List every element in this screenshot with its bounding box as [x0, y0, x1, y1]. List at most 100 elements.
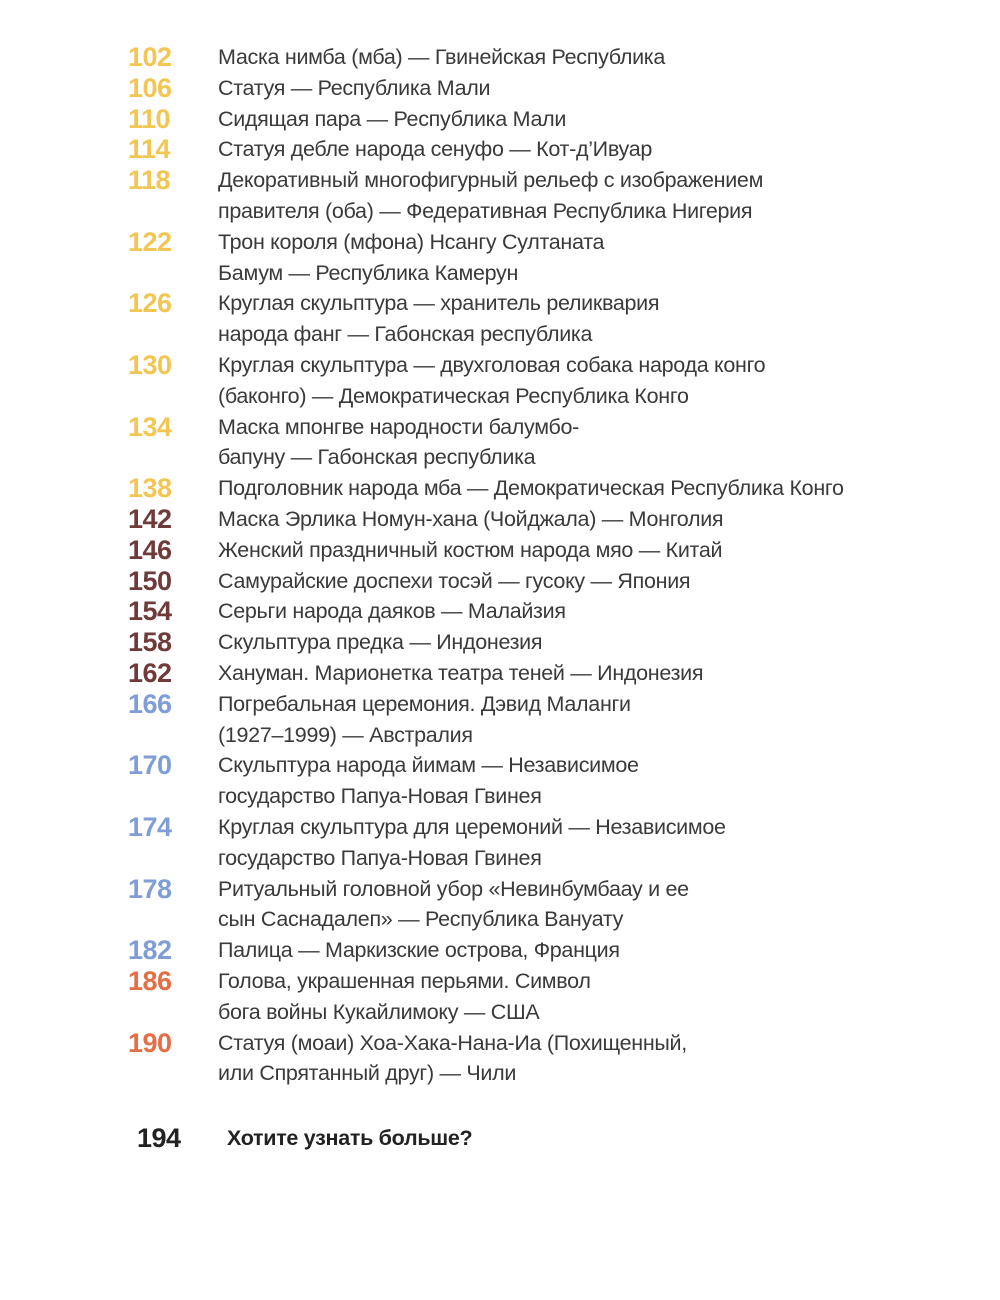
page-number: 146 — [128, 534, 172, 565]
page-number: 106 — [128, 72, 172, 103]
entry-title: Ритуальный головной убор «Невинбумбаау и… — [218, 874, 689, 936]
toc-entry: 134 Маска мпонгве народности балумбо-бапу… — [128, 412, 948, 474]
entry-title-line: Погребальная церемония. Дэвид Маланги — [218, 691, 631, 716]
page-number: 178 — [128, 873, 172, 904]
toc-entry: 174 Круглая скульптура для церемоний — Не… — [128, 812, 948, 874]
page-number: 118 — [128, 165, 171, 196]
entry-title-line: правителя (оба) — Федеративная Республик… — [218, 198, 753, 223]
page-number: 122 — [128, 226, 172, 257]
entry-title: Погребальная церемония. Дэвид Маланги (19… — [218, 689, 631, 751]
entry-title-line: Круглая скульптура для церемоний — Незав… — [218, 814, 726, 839]
entry-title-line: Ритуальный головной убор «Невинбумбаау и… — [218, 876, 689, 901]
entry-title: Маска Эрлика Номун-хана (Чойджала) — Мон… — [218, 504, 724, 535]
entry-title-line: Статуя дебле народа сенуфо — Кот-д’Ивуар — [218, 137, 653, 162]
toc-entry: 142 Маска Эрлика Номун-хана (Чойджала) — … — [128, 504, 948, 535]
entry-title-line: Маска мпонгве народности балумбо- — [218, 414, 580, 439]
page-number: 162 — [128, 657, 172, 688]
entry-title-line: Самурайские доспехи тосэй — гусоку — Япо… — [218, 568, 691, 593]
entry-title: Женский праздничный костюм народа мяо — … — [218, 535, 723, 566]
entry-title-line: Статуя — Республика Мали — [218, 75, 491, 100]
entry-title-line: Декоративный многофигурный рельеф с изоб… — [218, 168, 764, 193]
entry-title: Статуя — Республика Мали — [218, 73, 491, 104]
entry-title-line: Скульптура народа йимам — Независимое — [218, 753, 639, 778]
entry-title-line: государство Папуа-Новая Гвинея — [218, 845, 542, 870]
entry-title: Подголовник народа мба — Демократическая… — [218, 473, 844, 504]
page-number: 174 — [128, 811, 172, 842]
entry-title-line: Женский праздничный костюм народа мяо — … — [218, 537, 723, 562]
toc-entry: 102 Маска нимба (мба) — Гвинейская Респуб… — [128, 42, 948, 73]
toc-entry: 146 Женский праздничный костюм народа мяо… — [128, 535, 948, 566]
toc-entry: 186 Голова, украшенная перьями. Символ бог… — [128, 966, 948, 1028]
entry-title-line: Палица — Маркизские острова, Франция — [218, 938, 620, 963]
entry-title-line: Бамум — Республика Камерун — [218, 260, 519, 285]
entry-title-line: Круглая скульптура — хранитель реликвари… — [218, 291, 660, 316]
entry-title: Статуя (моаи) Хоа-Хака-Нана-Иа (Похищенн… — [218, 1028, 687, 1090]
page-number: 138 — [128, 473, 172, 504]
entry-title: Маска мпонгве народности балумбо-бапуну … — [218, 412, 579, 474]
page-number: 150 — [128, 565, 172, 596]
toc-entry: 114 Статуя дебле народа сенуфо — Кот-д’Ив… — [128, 134, 948, 165]
entry-title-line: государство Папуа-Новая Гвинея — [218, 784, 542, 809]
entry-title: Декоративный многофигурный рельеф с изоб… — [218, 165, 763, 227]
entry-title-line: народа фанг — Габонская республика — [218, 322, 593, 347]
toc-entry: 110 Сидящая пара — Республика Мали — [128, 104, 948, 135]
entry-title: Круглая скульптура — хранитель реликвари… — [218, 288, 660, 350]
entry-title: Хануман. Марионетка театра теней — Индон… — [218, 658, 703, 689]
entry-title-line: бапуну — Габонская республика — [218, 445, 536, 470]
entry-title: Круглая скульптура — двухголовая собака … — [218, 350, 766, 412]
toc-entry: 154 Серьги народа даяков — Малайзия — [128, 596, 948, 627]
entry-title-line: Подголовник народа мба — Демократическая… — [218, 476, 844, 501]
toc-entry: 158 Скульптура предка — Индонезия — [128, 627, 948, 658]
entry-title-line: Маска Эрлика Номун-хана (Чойджала) — Мон… — [218, 506, 724, 531]
toc-entry: 126 Круглая скульптура — хранитель реликв… — [128, 288, 948, 350]
page-number: 142 — [128, 503, 172, 534]
entry-title: Маска нимба (мба) — Гвинейская Республик… — [218, 42, 665, 73]
toc-entry: 170 Скульптура народа йимам — Независимое… — [128, 750, 948, 812]
page-number: 114 — [128, 134, 171, 165]
toc-entry-final: 194 Хотите узнать больше? — [137, 1123, 473, 1154]
page-number: 158 — [128, 627, 172, 658]
page-number: 182 — [128, 935, 172, 966]
entry-title-line: Серьги народа даяков — Малайзия — [218, 599, 566, 624]
page-number: 166 — [128, 688, 172, 719]
toc-entry: 162 Хануман. Марионетка театра теней — Ин… — [128, 658, 948, 689]
page-number: 170 — [128, 750, 172, 781]
table-of-contents: 102 Маска нимба (мба) — Гвинейская Респуб… — [128, 42, 948, 1089]
entry-title-line: (1927–1999) — Австралия — [218, 722, 473, 747]
toc-entry: 166 Погребальная церемония. Дэвид Маланги… — [128, 689, 948, 751]
toc-entry: 130 Круглая скульптура — двухголовая соба… — [128, 350, 948, 412]
page-number: 102 — [128, 42, 172, 72]
toc-entry: 138 Подголовник народа мба — Демократичес… — [128, 473, 948, 504]
entry-title-line: Маска нимба (мба) — Гвинейская Республик… — [218, 45, 666, 69]
entry-title-line: Скульптура предка — Индонезия — [218, 630, 543, 655]
entry-title-line: бога войны Кукайлимоку — США — [218, 999, 540, 1024]
entry-title-line: Сидящая пара — Республика Мали — [218, 106, 567, 131]
page-number: 154 — [128, 596, 172, 627]
toc-entry: 178 Ритуальный головной убор «Невинбумбаа… — [128, 874, 948, 936]
entry-title: Скульптура народа йимам — Независимое гос… — [218, 750, 639, 812]
entry-title-line: или Спрятанный друг) — Чили — [218, 1061, 517, 1086]
toc-entry: 182 Палица — Маркизские острова, Франция — [128, 935, 948, 966]
entry-title-line: Хануман. Марионетка театра теней — Индон… — [218, 660, 704, 685]
toc-entry: 190 Статуя (моаи) Хоа-Хака-Нана-Иа (Похищ… — [128, 1028, 948, 1090]
page-number: 126 — [128, 288, 172, 319]
page-number: 130 — [128, 349, 172, 380]
entry-title: Голова, украшенная перьями. Символ бога в… — [218, 966, 591, 1028]
toc-entry: 106 Статуя — Республика Мали — [128, 73, 948, 104]
entry-title: Сидящая пара — Республика Мали — [218, 104, 566, 135]
entry-title-line: Круглая скульптура — двухголовая собака … — [218, 352, 766, 377]
entry-title: Хотите узнать больше? — [227, 1126, 473, 1150]
entry-title: Круглая скульптура для церемоний — Незав… — [218, 812, 726, 874]
entry-title: Трон короля (мфона) Нсангу Султаната Баму… — [218, 227, 604, 289]
page-number: 134 — [128, 411, 172, 442]
page-number: 186 — [128, 965, 172, 996]
entry-title: Статуя дебле народа сенуфо — Кот-д’Ивуар — [218, 134, 652, 165]
page-number: 194 — [137, 1123, 181, 1153]
page-number: 110 — [128, 103, 171, 134]
entry-title-line: сын Саснадалеп» — Республика Вануату — [218, 907, 624, 932]
entry-title: Палица — Маркизские острова, Франция — [218, 935, 620, 966]
entry-title-line: (баконго) — Демократическая Республика К… — [218, 383, 689, 408]
entry-title-line: Трон короля (мфона) Нсангу Султаната — [218, 229, 605, 254]
entry-title-line: Статуя (моаи) Хоа-Хака-Нана-Иа (Похищенн… — [218, 1030, 687, 1055]
toc-entry: 122 Трон короля (мфона) Нсангу Султаната Б… — [128, 227, 948, 289]
